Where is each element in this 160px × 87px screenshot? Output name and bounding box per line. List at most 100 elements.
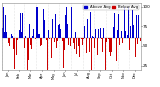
Bar: [132, 10, 133, 38]
Bar: [90, 12, 91, 38]
Bar: [84, 26, 85, 38]
Bar: [88, 38, 89, 43]
Bar: [16, 38, 17, 55]
Bar: [98, 29, 99, 38]
Bar: [119, 38, 120, 45]
Bar: [44, 20, 45, 38]
Bar: [117, 30, 118, 38]
Bar: [127, 35, 128, 38]
Bar: [123, 12, 124, 38]
Bar: [105, 38, 106, 74]
Bar: [60, 29, 61, 38]
Bar: [92, 36, 93, 38]
Bar: [99, 38, 100, 41]
Bar: [102, 38, 103, 52]
Bar: [71, 7, 72, 38]
Bar: [96, 38, 97, 42]
Bar: [115, 38, 116, 43]
Bar: [81, 38, 82, 39]
Bar: [22, 13, 23, 38]
Bar: [3, 7, 4, 38]
Bar: [121, 31, 122, 38]
Bar: [70, 38, 71, 46]
Bar: [133, 25, 134, 38]
Bar: [77, 32, 78, 38]
Bar: [46, 38, 47, 40]
Bar: [97, 38, 98, 55]
Bar: [100, 28, 101, 38]
Bar: [18, 38, 19, 53]
Bar: [136, 15, 137, 38]
Bar: [82, 38, 83, 45]
Bar: [138, 15, 139, 38]
Bar: [80, 38, 81, 39]
Bar: [5, 15, 6, 38]
Bar: [41, 38, 42, 45]
Bar: [12, 36, 13, 38]
Bar: [131, 25, 132, 38]
Bar: [94, 38, 95, 48]
Bar: [83, 38, 84, 39]
Bar: [65, 15, 66, 38]
Bar: [6, 32, 7, 38]
Bar: [49, 38, 50, 39]
Bar: [137, 38, 138, 44]
Bar: [14, 38, 15, 69]
Bar: [129, 38, 130, 50]
Bar: [128, 7, 129, 38]
Bar: [95, 29, 96, 38]
Bar: [51, 38, 52, 58]
Bar: [20, 13, 21, 38]
Bar: [111, 38, 112, 52]
Bar: [86, 38, 87, 53]
Bar: [108, 38, 109, 39]
Bar: [91, 38, 92, 74]
Bar: [27, 38, 28, 74]
Bar: [74, 38, 75, 49]
Bar: [85, 38, 86, 44]
Bar: [38, 34, 39, 38]
Bar: [8, 38, 9, 43]
Bar: [118, 14, 119, 38]
Bar: [112, 30, 113, 38]
Bar: [33, 29, 34, 38]
Bar: [9, 38, 10, 46]
Bar: [122, 38, 123, 43]
Bar: [52, 19, 53, 38]
Bar: [54, 38, 55, 42]
Bar: [7, 13, 8, 38]
Bar: [17, 38, 18, 40]
Bar: [93, 37, 94, 38]
Bar: [73, 38, 74, 43]
Bar: [62, 38, 63, 41]
Bar: [101, 38, 102, 39]
Bar: [104, 30, 105, 38]
Bar: [78, 38, 79, 46]
Bar: [4, 32, 5, 38]
Bar: [109, 38, 110, 52]
Legend: Above Avg, Below Avg: Above Avg, Below Avg: [83, 5, 139, 10]
Bar: [57, 38, 58, 41]
Bar: [2, 28, 3, 38]
Bar: [76, 38, 77, 54]
Bar: [79, 38, 80, 57]
Bar: [30, 38, 31, 45]
Bar: [116, 38, 117, 61]
Bar: [19, 30, 20, 38]
Bar: [15, 27, 16, 38]
Bar: [36, 7, 37, 38]
Bar: [113, 27, 114, 38]
Bar: [75, 32, 76, 38]
Bar: [24, 38, 25, 48]
Bar: [87, 19, 88, 38]
Bar: [43, 9, 44, 38]
Bar: [35, 38, 36, 39]
Bar: [103, 28, 104, 38]
Bar: [28, 38, 29, 60]
Bar: [67, 24, 68, 38]
Bar: [89, 38, 90, 52]
Bar: [126, 38, 127, 61]
Bar: [114, 13, 115, 38]
Bar: [21, 32, 22, 38]
Bar: [110, 38, 111, 56]
